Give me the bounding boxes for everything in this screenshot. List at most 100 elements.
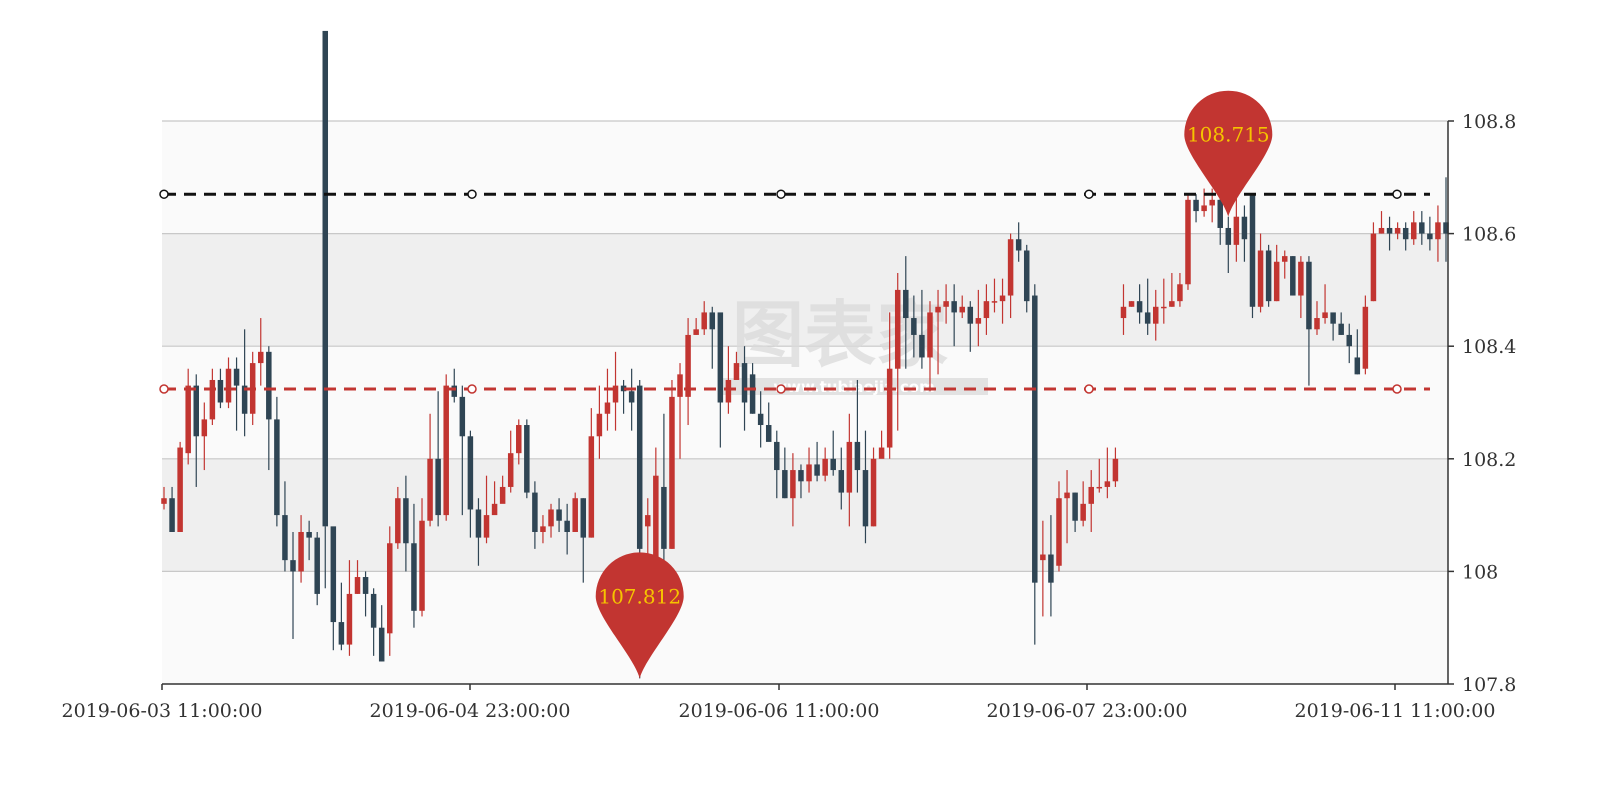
candle-body xyxy=(1370,233,1377,302)
candle-body xyxy=(1088,486,1094,504)
watermark: 图表家 www.tubiaojia.com xyxy=(720,293,988,396)
candle xyxy=(1152,289,1159,341)
candle xyxy=(1265,244,1272,307)
candle xyxy=(411,503,417,628)
candle xyxy=(1386,216,1393,251)
candle-body xyxy=(548,509,554,527)
candle xyxy=(548,503,554,538)
candle xyxy=(612,351,619,431)
candle-body xyxy=(822,458,828,476)
candle-body xyxy=(580,498,587,538)
candle xyxy=(419,498,425,617)
candle xyxy=(854,379,861,493)
candle xyxy=(991,278,998,313)
candle-body xyxy=(427,458,433,521)
candle xyxy=(1161,278,1167,324)
candle xyxy=(1072,492,1078,532)
candle-body xyxy=(258,351,264,364)
y-tick-label: 108.8 xyxy=(1462,111,1516,133)
candle xyxy=(677,363,683,459)
watermark-subtext: www.tubiaojia.com xyxy=(773,378,934,396)
candle-body xyxy=(322,30,329,527)
candle-body xyxy=(669,396,675,549)
candle-body xyxy=(1096,486,1103,489)
candle xyxy=(894,273,901,431)
candle xyxy=(290,531,296,639)
candle-body xyxy=(1144,312,1151,324)
candle-body xyxy=(1225,227,1232,245)
candle-body xyxy=(1169,301,1175,307)
candle xyxy=(959,295,965,319)
candle xyxy=(1015,222,1022,262)
candle-body xyxy=(161,498,167,504)
mark-line-node xyxy=(467,384,477,394)
candle-body xyxy=(1290,256,1296,296)
candle-body xyxy=(935,306,941,313)
candle-body xyxy=(1298,261,1304,296)
candle xyxy=(903,256,909,369)
candle xyxy=(532,481,538,549)
candle xyxy=(765,402,772,442)
candle-body xyxy=(290,560,296,572)
candle-body xyxy=(1241,216,1248,240)
min-pin: 107.812 xyxy=(595,552,684,679)
pin-shape xyxy=(595,552,684,679)
candle xyxy=(757,391,764,448)
candle-body xyxy=(1040,554,1046,561)
candle-body xyxy=(588,436,595,538)
candle-body xyxy=(1346,334,1352,347)
candle-body xyxy=(225,368,232,403)
candle xyxy=(516,419,522,465)
candle xyxy=(822,447,828,482)
candle-body xyxy=(838,470,845,493)
candle-body xyxy=(1410,222,1417,240)
candle xyxy=(1007,233,1014,319)
candle xyxy=(330,526,337,651)
candle-body xyxy=(201,419,208,437)
candle-body xyxy=(814,464,820,476)
candle xyxy=(717,312,724,448)
candle-body xyxy=(991,301,998,303)
candle xyxy=(967,301,974,352)
candle-body xyxy=(1354,357,1361,375)
candle xyxy=(427,413,433,527)
candle-body xyxy=(266,351,272,420)
candle xyxy=(1338,312,1344,335)
candle-body xyxy=(1386,227,1393,234)
candle xyxy=(507,430,514,493)
candle xyxy=(241,329,248,437)
mark-lines xyxy=(159,189,1430,394)
candle xyxy=(475,498,482,566)
candle-body xyxy=(338,622,345,645)
candle xyxy=(878,430,885,459)
candle xyxy=(798,464,804,499)
candle xyxy=(661,413,667,572)
mark-line-node xyxy=(159,189,169,199)
candle xyxy=(943,284,949,324)
candle xyxy=(951,284,957,347)
candle xyxy=(1346,323,1352,364)
candle xyxy=(274,396,280,527)
candle xyxy=(1306,256,1312,386)
candle-body xyxy=(370,593,377,628)
candle xyxy=(451,368,458,403)
candle-body xyxy=(362,577,369,594)
x-tick-label: 2019-06-06 11:00:00 xyxy=(679,700,880,722)
candle-body xyxy=(749,374,756,414)
candle xyxy=(298,515,304,583)
background-band xyxy=(162,233,1448,347)
axes: 107.8 108 108.2 108.4 108.6 108.8 2019-06-03 1… xyxy=(62,111,1517,722)
candle-body xyxy=(298,531,304,572)
candle xyxy=(1370,222,1377,302)
candle-body xyxy=(1120,306,1127,319)
candle-body xyxy=(451,385,458,397)
candle xyxy=(814,441,820,482)
candle xyxy=(499,475,506,504)
y-tick-label: 108.6 xyxy=(1462,224,1516,246)
candle xyxy=(604,368,611,431)
candle xyxy=(620,379,627,414)
candle-body xyxy=(677,374,683,397)
candle xyxy=(306,520,312,561)
candle xyxy=(193,374,200,487)
candle-body xyxy=(725,379,732,403)
